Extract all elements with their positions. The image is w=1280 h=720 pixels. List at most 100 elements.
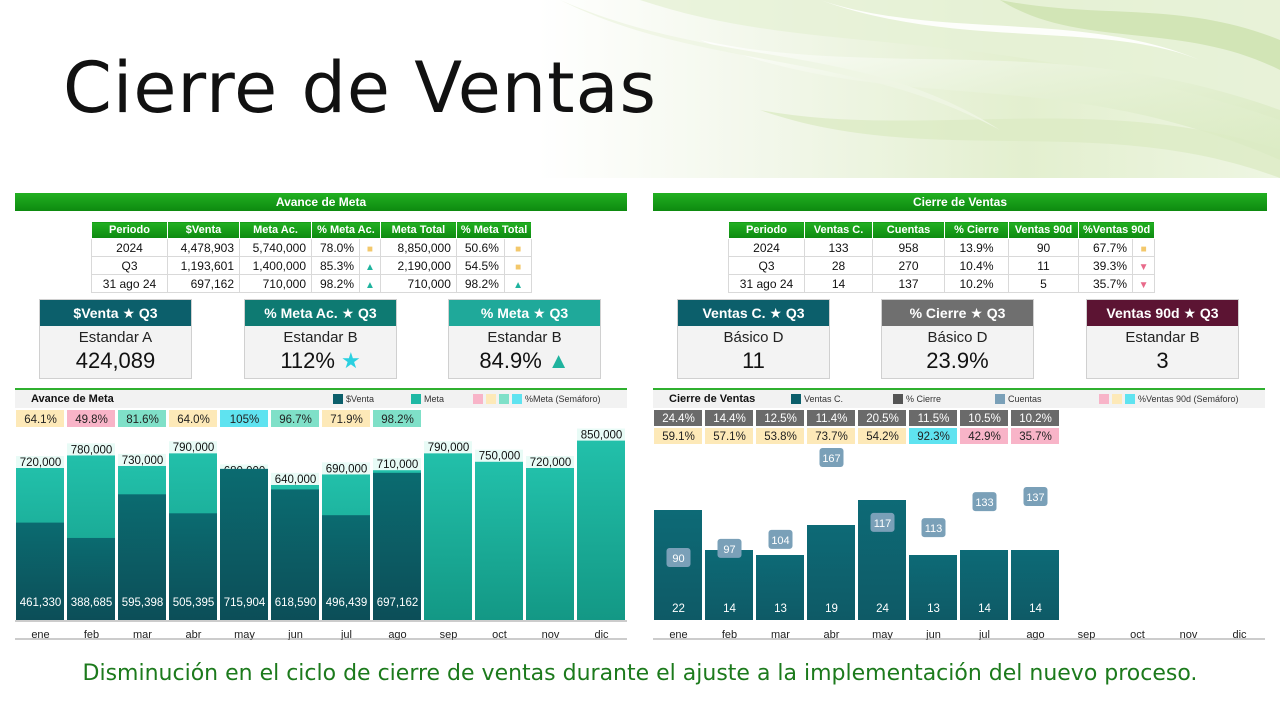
table-cell: 710,000 xyxy=(239,274,312,293)
pct-90d-label: 59.1% xyxy=(662,431,695,443)
bar-meta xyxy=(424,453,472,620)
x-tick-label: jul xyxy=(340,629,352,640)
table-cell: 133 xyxy=(804,238,873,257)
indicator-icon: ■ xyxy=(503,256,533,275)
indicator-icon: ▲ xyxy=(359,274,381,293)
bar-meta-label-bg xyxy=(424,441,472,454)
kpi-card-standard: Estandar A xyxy=(78,329,153,346)
venta-label: 388,685 xyxy=(71,597,113,609)
table-cell: 14 xyxy=(804,274,873,293)
table-cell: 1,400,000 xyxy=(239,256,312,275)
kpi-card-standard: Básico D xyxy=(927,329,988,346)
semaforo-cell xyxy=(118,410,166,427)
legend-swatch xyxy=(893,394,903,404)
x-tick-label: abr xyxy=(824,629,840,640)
pct-cierre-label: 12.5% xyxy=(764,413,797,425)
x-tick-label: jun xyxy=(925,629,941,640)
pct-cierre-label: 14.4% xyxy=(713,413,746,425)
bar-ventas-c xyxy=(960,550,1008,620)
venta-label: 595,398 xyxy=(122,597,164,609)
kpi-card-value: 424,089 xyxy=(75,348,156,373)
ventas-c-label: 13 xyxy=(774,603,787,615)
star-icon: ★ xyxy=(340,348,361,373)
pct-90d-label: 42.9% xyxy=(968,431,1001,443)
legend-label: %Meta (Semáforo) xyxy=(525,394,601,404)
ventas-c-label: 24 xyxy=(876,603,889,615)
semaforo-cell xyxy=(220,410,268,427)
table-cell: Q3 xyxy=(728,256,805,275)
indicator-icon: ▲ xyxy=(359,256,381,275)
semaforo-cell xyxy=(909,428,957,444)
indicator-icon: ■ xyxy=(503,238,533,257)
ventas-c-label: 19 xyxy=(825,603,838,615)
meta-label: 790,000 xyxy=(428,442,470,454)
table-row: Q3 1,193,601 1,400,000 85.3% ▲ 2,190,000 54.5%… xyxy=(91,256,533,275)
cierre-cell xyxy=(1011,410,1059,426)
kpi-card-standard: Estandar B xyxy=(487,329,562,346)
kpi-card-standard: Básico D xyxy=(723,329,784,346)
cierre-cell xyxy=(654,410,702,426)
table-cell: 98.2% xyxy=(455,274,505,293)
table-row: Q3 28 270 10.4% 11 39.3% ▼ xyxy=(728,256,1156,275)
meta-label: 850,000 xyxy=(581,430,623,442)
indicator-icon: ■ xyxy=(1131,238,1156,257)
meta-label: 730,000 xyxy=(122,455,164,467)
legend-label: %Ventas 90d (Semáforo) xyxy=(1138,394,1239,404)
table-header: % Meta Ac. xyxy=(311,221,381,239)
legend-swatch xyxy=(499,394,509,404)
semaforo-cell xyxy=(67,410,115,427)
bar-chart-svg: 720,000 461,330 64.1% ene 780,000 388,685 49.8… xyxy=(15,410,627,640)
semaforo-indicator: ▲ xyxy=(513,279,524,291)
bar-venta xyxy=(118,494,166,620)
table-cell: 5,740,000 xyxy=(239,238,312,257)
legend-label: Cuentas xyxy=(1008,394,1042,404)
pct-90d-label: 35.7% xyxy=(1019,431,1052,443)
pct-cierre-label: 11.5% xyxy=(918,413,950,425)
kpi-card: % Cierre ★ Q3 Básico D 23.9% xyxy=(881,299,1034,379)
bar-venta xyxy=(271,489,319,620)
cuentas-marker xyxy=(870,512,895,532)
x-tick-label: abr xyxy=(186,629,202,640)
legend-semaforo: %Ventas 90d (Semáforo) xyxy=(1099,394,1239,404)
semaforo-cell xyxy=(1011,428,1059,444)
table-header: Periodo xyxy=(728,221,805,239)
x-tick-label: ene xyxy=(669,629,687,640)
table-cell: 2,190,000 xyxy=(379,256,457,275)
pct-90d-label: 92.3% xyxy=(917,431,950,443)
kpi-card-value-row: 112% ★ xyxy=(245,348,396,374)
legend-label: % Cierre xyxy=(906,394,942,404)
kpi-card-title: % Cierre ★ Q3 xyxy=(882,300,1033,326)
pct-meta-label: 98.2% xyxy=(381,414,414,426)
bar-meta-label-bg xyxy=(67,443,115,456)
legend-label: Ventas C. xyxy=(804,394,844,404)
bar-meta xyxy=(475,461,523,620)
bar-venta xyxy=(16,522,64,620)
semaforo-indicator: ▲ xyxy=(365,261,375,273)
x-tick-label: dic xyxy=(594,629,609,640)
legend-swatch xyxy=(1125,394,1135,404)
table-cell: 958 xyxy=(872,238,945,257)
chart-title: Avance de Meta xyxy=(31,393,114,405)
chart-avance-meta: Avance de Meta $Venta Meta %Meta (Semáfo… xyxy=(15,388,627,640)
chart-header: Avance de Meta $Venta Meta %Meta (Semáfo… xyxy=(15,390,627,408)
cuentas-marker xyxy=(666,548,691,567)
table-cell: 2024 xyxy=(728,238,805,257)
table-cell: 85.3% xyxy=(311,256,360,275)
semaforo-cell xyxy=(271,410,319,427)
bar-meta-label-bg xyxy=(577,428,625,441)
x-tick-label: sep xyxy=(1078,629,1096,640)
panel-cierre-ventas: Cierre de Ventas Periodo Ventas C. Cuentas… xyxy=(653,193,1267,640)
meta-label: 690,000 xyxy=(326,463,368,475)
table-cell: 4,478,903 xyxy=(167,238,240,257)
pct-meta-label: 71.9% xyxy=(330,414,363,426)
x-tick-label: ago xyxy=(388,629,406,640)
table-cell: 98.2% xyxy=(311,274,360,293)
kpi-card-value-row: 84.9% ▲ xyxy=(449,348,600,374)
summary-table: Periodo $Venta Meta Ac.% Meta Ac. Meta Tota… xyxy=(91,221,533,293)
kpi-card-value: 3 xyxy=(1156,348,1169,373)
bar-meta-label-bg xyxy=(322,462,370,475)
semaforo-indicator: ▼ xyxy=(1138,279,1149,291)
semaforo-cell xyxy=(705,428,753,444)
legend-ventas-c: Ventas C. xyxy=(791,394,843,404)
semaforo-cell xyxy=(756,428,804,444)
